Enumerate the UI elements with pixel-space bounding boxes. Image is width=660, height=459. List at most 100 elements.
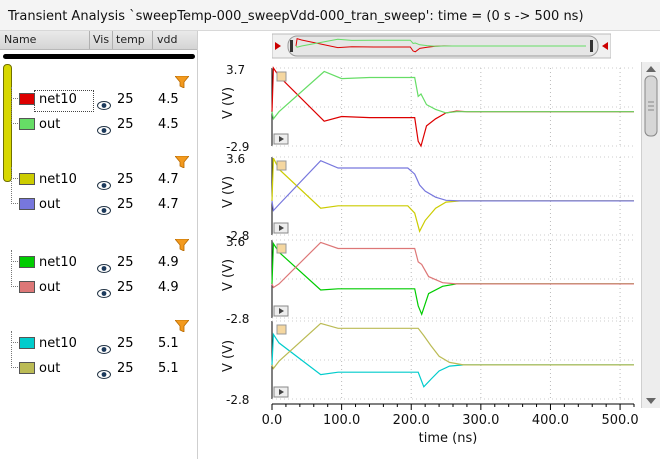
filter-icon[interactable] [174,73,190,89]
signal-temp: 25 [117,172,134,187]
series-line-out [271,159,634,212]
signal-temp: 25 [117,255,134,270]
overview-left-handle[interactable] [290,40,293,52]
x-tick-label: 0.0 [262,413,283,428]
eye-icon[interactable] [97,364,111,379]
scroll-down-arrow-icon[interactable] [646,398,656,404]
overview-right-handle[interactable] [590,40,593,52]
signal-temp: 25 [117,117,134,132]
series-line-out [271,322,634,370]
overview-traces [295,37,586,53]
eye-icon[interactable] [97,258,111,273]
eye-icon[interactable] [97,283,111,298]
scroll-up-arrow-icon[interactable] [646,66,656,72]
window-title: Transient Analysis `sweepTemp-000_sweepV… [8,9,584,24]
x-tick-label: 300.0 [462,413,499,428]
signal-name: out [39,280,61,295]
waveform-panel[interactable]: V (V) -2.8 [221,320,634,407]
y-max-label: 3.6 [226,152,245,166]
signal-vdd: 5.1 [158,336,179,351]
y-max-label: 3.7 [226,63,245,77]
signal-temp: 25 [117,92,134,107]
y-axis-label: V (V) [221,259,236,291]
x-axis-label: time (ns) [419,431,478,446]
signal-name: out [39,197,61,212]
signal-color-swatch [19,337,35,349]
tree-connector [11,264,18,287]
y-min-label: -2.9 [226,140,249,154]
play-icon[interactable] [273,222,289,234]
scroll-left-arrow-icon[interactable] [275,42,281,50]
y-axis-label: V (V) [221,340,236,372]
play-icon[interactable] [273,386,289,398]
filter-icon[interactable] [174,317,190,333]
signal-vdd: 4.9 [158,280,179,295]
play-icon[interactable] [273,305,289,317]
tree-connector [11,101,18,124]
column-header-vdd[interactable]: vdd [157,33,178,46]
signal-vdd: 5.1 [158,361,179,376]
signal-temp: 25 [117,336,134,351]
column-separator[interactable] [89,31,90,49]
filter-icon[interactable] [174,153,190,169]
signal-name: net10 [39,336,77,351]
signal-temp: 25 [117,361,134,376]
signal-color-swatch [19,281,35,293]
signal-vdd: 4.5 [158,117,179,132]
zoom-icon[interactable] [276,71,287,82]
zoom-icon[interactable] [276,243,287,254]
eye-icon[interactable] [97,120,111,135]
series-line-net10 [271,332,634,388]
window-title-bar: Transient Analysis `sweepTemp-000_sweepV… [0,0,660,31]
waveform-plots[interactable]: V (V)3.7-2.9V (V)3.6-2.8V (V)3.6-2.8V (V… [198,62,640,459]
signal-vdd: 4.7 [158,197,179,212]
signal-name: net10 [39,255,77,270]
eye-icon[interactable] [97,200,111,215]
tree-connector [11,181,18,204]
y-axis-label: V (V) [221,176,236,208]
column-header-name[interactable]: Name [4,33,37,46]
x-tick-label: 500.0 [601,413,638,428]
signal-color-swatch [19,198,35,210]
signal-name: net10 [39,172,77,187]
signal-name: out [39,117,61,132]
scroll-right-arrow-icon[interactable] [602,42,608,50]
tree-connector [11,345,18,368]
column-header-temp[interactable]: temp [116,33,145,46]
signal-name: net10 [39,92,77,107]
zoom-icon[interactable] [276,324,287,335]
y-min-label: -2.8 [226,312,249,326]
column-separator[interactable] [112,31,113,49]
series-line-out [271,241,634,289]
x-tick-label: 200.0 [393,413,430,428]
eye-icon[interactable] [97,175,111,190]
signal-temp: 25 [117,280,134,295]
signal-color-swatch [19,256,35,268]
signal-color-swatch [19,173,35,185]
selection-bar[interactable] [3,54,195,59]
play-icon[interactable] [273,133,289,145]
eye-icon[interactable] [97,339,111,354]
tree-connector [11,250,18,262]
signal-list-header: Name Vis temp vdd [0,31,197,50]
zoom-icon[interactable] [276,160,287,171]
signal-vdd: 4.7 [158,172,179,187]
filter-icon[interactable] [174,236,190,252]
y-min-label: -2.8 [226,393,249,407]
series-line-out [271,70,634,121]
vertical-scrollbar[interactable] [641,62,660,408]
signal-list-panel: Name Vis temp vdd net10 25 4.5 out 25 4.5 net1… [0,31,198,459]
column-separator[interactable] [152,31,153,49]
y-max-label: 3.6 [226,235,245,249]
column-header-vis[interactable]: Vis [93,33,110,46]
signal-temp: 25 [117,197,134,212]
eye-icon[interactable] [97,95,111,110]
signal-vdd: 4.9 [158,255,179,270]
tree-connector [11,87,18,99]
waveform-panel[interactable]: V (V) 3.6 -2.8 [221,152,634,243]
waveform-panel[interactable]: V (V) 3.7 -2.9 [221,63,634,154]
signal-color-swatch [19,118,35,130]
waveform-panel[interactable]: V (V) 3.6 -2.8 [221,235,634,326]
signal-vdd: 4.5 [158,92,179,107]
overview-scrollbar[interactable] [272,31,611,61]
